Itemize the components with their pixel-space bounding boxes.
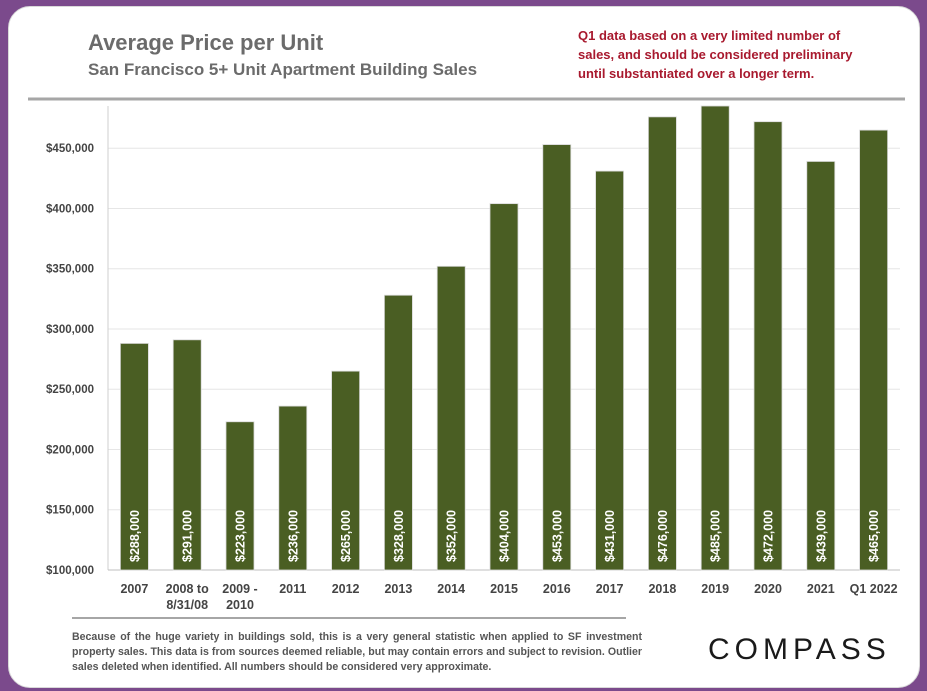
y-tick-label: $200,000 xyxy=(46,444,94,456)
x-tick-label: 2010 xyxy=(226,598,254,612)
bar-2 xyxy=(225,421,255,571)
y-tick-label: $300,000 xyxy=(46,324,94,336)
compass-logo: COMPASS xyxy=(708,633,891,666)
bar-data-label: $265,000 xyxy=(339,510,353,562)
x-tick-label: 2013 xyxy=(384,582,412,596)
y-tick-label: $100,000 xyxy=(46,565,94,577)
bar-data-label: $485,000 xyxy=(709,510,723,562)
x-tick-label: 2011 xyxy=(279,582,306,596)
x-tick-label: 8/31/08 xyxy=(166,598,208,612)
bar-3 xyxy=(278,405,308,571)
bar-data-label: $439,000 xyxy=(814,510,828,562)
x-tick-label: 2021 xyxy=(807,582,835,596)
y-tick-label: $400,000 xyxy=(46,203,94,215)
bar-14 xyxy=(859,129,888,571)
chart-subtitle: San Francisco 5+ Unit Apartment Building… xyxy=(88,60,478,79)
chart-title: Average Price per Unit xyxy=(88,30,324,55)
preliminary-data-note: Q1 data based on a very limited number o… xyxy=(578,28,853,81)
bar-9 xyxy=(595,170,624,571)
bar-data-label: $328,000 xyxy=(392,510,406,562)
bar-data-label: $465,000 xyxy=(867,510,881,562)
x-tick-label: 2009 - xyxy=(222,582,257,596)
y-tick-label: $350,000 xyxy=(46,264,94,276)
bar-data-label: $352,000 xyxy=(445,510,459,562)
bar-data-label: $291,000 xyxy=(181,510,195,562)
x-tick-label: 2018 xyxy=(648,582,676,596)
x-tick-label: 2008 to xyxy=(166,582,209,596)
y-tick-label: $150,000 xyxy=(46,505,94,517)
bar-7 xyxy=(489,203,519,571)
bar-data-label: $236,000 xyxy=(286,510,300,562)
disclaimer-footnote: Because of the huge variety in buildings… xyxy=(72,631,642,673)
bar-data-label: $223,000 xyxy=(234,510,248,562)
bar-data-label: $288,000 xyxy=(128,510,142,562)
x-tick-label: 2019 xyxy=(701,582,729,596)
bar-8 xyxy=(542,144,572,571)
x-tick-label: 2016 xyxy=(543,582,571,596)
x-tick-label: 2014 xyxy=(437,582,465,596)
bar-6 xyxy=(436,265,466,571)
bar-11 xyxy=(700,105,730,571)
x-tick-label: 2017 xyxy=(596,582,624,596)
bar-0 xyxy=(120,343,149,571)
y-tick-label: $250,000 xyxy=(46,384,94,396)
y-tick-label: $450,000 xyxy=(46,143,94,155)
x-tick-label: Q1 2022 xyxy=(850,582,898,596)
x-tick-label: 2015 xyxy=(490,582,518,596)
bar-data-label: $476,000 xyxy=(656,510,670,562)
x-tick-label: 2007 xyxy=(120,582,148,596)
x-tick-label: 2020 xyxy=(754,582,782,596)
bar-5 xyxy=(383,294,413,571)
bar-13 xyxy=(806,161,836,571)
x-tick-label: 2012 xyxy=(332,582,360,596)
bar-4 xyxy=(331,370,361,571)
bar-data-label: $404,000 xyxy=(498,510,512,562)
bar-data-label: $472,000 xyxy=(762,510,776,562)
bar-1 xyxy=(172,339,202,571)
bar-12 xyxy=(753,121,783,571)
bar-10 xyxy=(648,116,677,571)
bar-data-label: $431,000 xyxy=(603,510,617,562)
bar-data-label: $453,000 xyxy=(550,510,564,562)
